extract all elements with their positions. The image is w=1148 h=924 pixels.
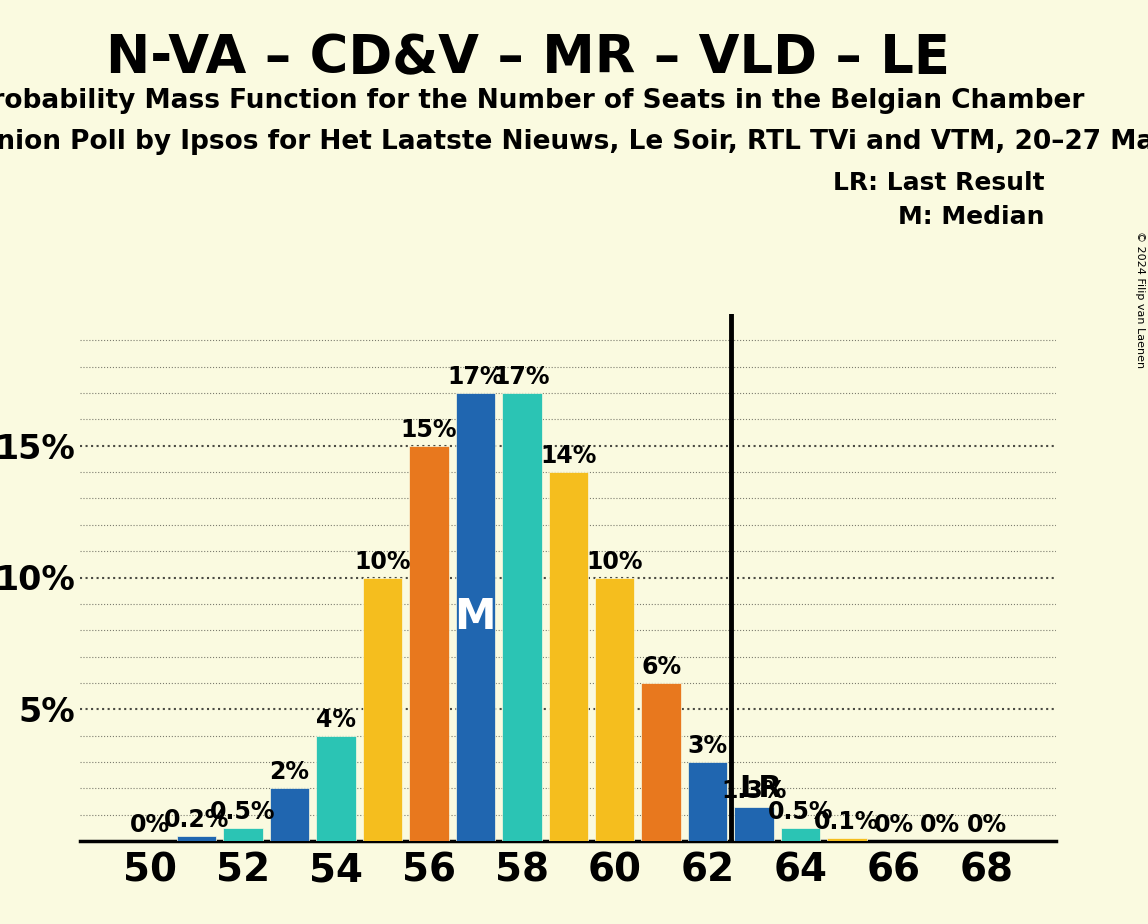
- Bar: [363, 578, 402, 841]
- Text: N-VA – CD&V – MR – VLD – LE: N-VA – CD&V – MR – VLD – LE: [106, 32, 951, 84]
- Text: 0.5%: 0.5%: [210, 800, 276, 823]
- Text: M: M: [455, 596, 496, 638]
- Bar: [409, 446, 449, 841]
- Bar: [177, 835, 216, 841]
- Text: 0%: 0%: [920, 813, 960, 837]
- Text: 2%: 2%: [270, 760, 310, 784]
- Bar: [595, 578, 635, 841]
- Text: 17%: 17%: [447, 365, 504, 389]
- Text: 15%: 15%: [401, 418, 457, 442]
- Text: 14%: 14%: [540, 444, 597, 468]
- Bar: [502, 394, 542, 841]
- Text: LR: LR: [739, 773, 782, 803]
- Text: on an Opinion Poll by Ipsos for Het Laatste Nieuws, Le Soir, RTL TVi and VTM, 20: on an Opinion Poll by Ipsos for Het Laat…: [0, 129, 1148, 155]
- Text: 0%: 0%: [874, 813, 914, 837]
- Text: 10%: 10%: [354, 550, 411, 574]
- Text: 17%: 17%: [494, 365, 550, 389]
- Bar: [781, 828, 821, 841]
- Bar: [642, 683, 681, 841]
- Text: 0%: 0%: [967, 813, 1007, 837]
- Text: LR: Last Result: LR: Last Result: [833, 171, 1045, 195]
- Text: 0.1%: 0.1%: [814, 810, 879, 834]
- Bar: [735, 807, 774, 841]
- Text: Probability Mass Function for the Number of Seats in the Belgian Chamber: Probability Mass Function for the Number…: [0, 88, 1084, 114]
- Bar: [223, 828, 263, 841]
- Bar: [316, 736, 356, 841]
- Bar: [270, 788, 309, 841]
- Text: 0.2%: 0.2%: [164, 808, 230, 832]
- Text: M: Median: M: Median: [898, 205, 1045, 229]
- Text: 10%: 10%: [587, 550, 643, 574]
- Bar: [688, 761, 728, 841]
- Text: 6%: 6%: [641, 655, 681, 679]
- Text: 0%: 0%: [130, 813, 170, 837]
- Text: 0.5%: 0.5%: [768, 800, 833, 823]
- Text: 4%: 4%: [316, 708, 356, 732]
- Bar: [549, 472, 588, 841]
- Text: 3%: 3%: [688, 734, 728, 758]
- Text: 1.3%: 1.3%: [721, 779, 786, 803]
- Text: © 2024 Filip van Laenen: © 2024 Filip van Laenen: [1135, 231, 1145, 368]
- Bar: [828, 838, 867, 841]
- Bar: [456, 394, 495, 841]
